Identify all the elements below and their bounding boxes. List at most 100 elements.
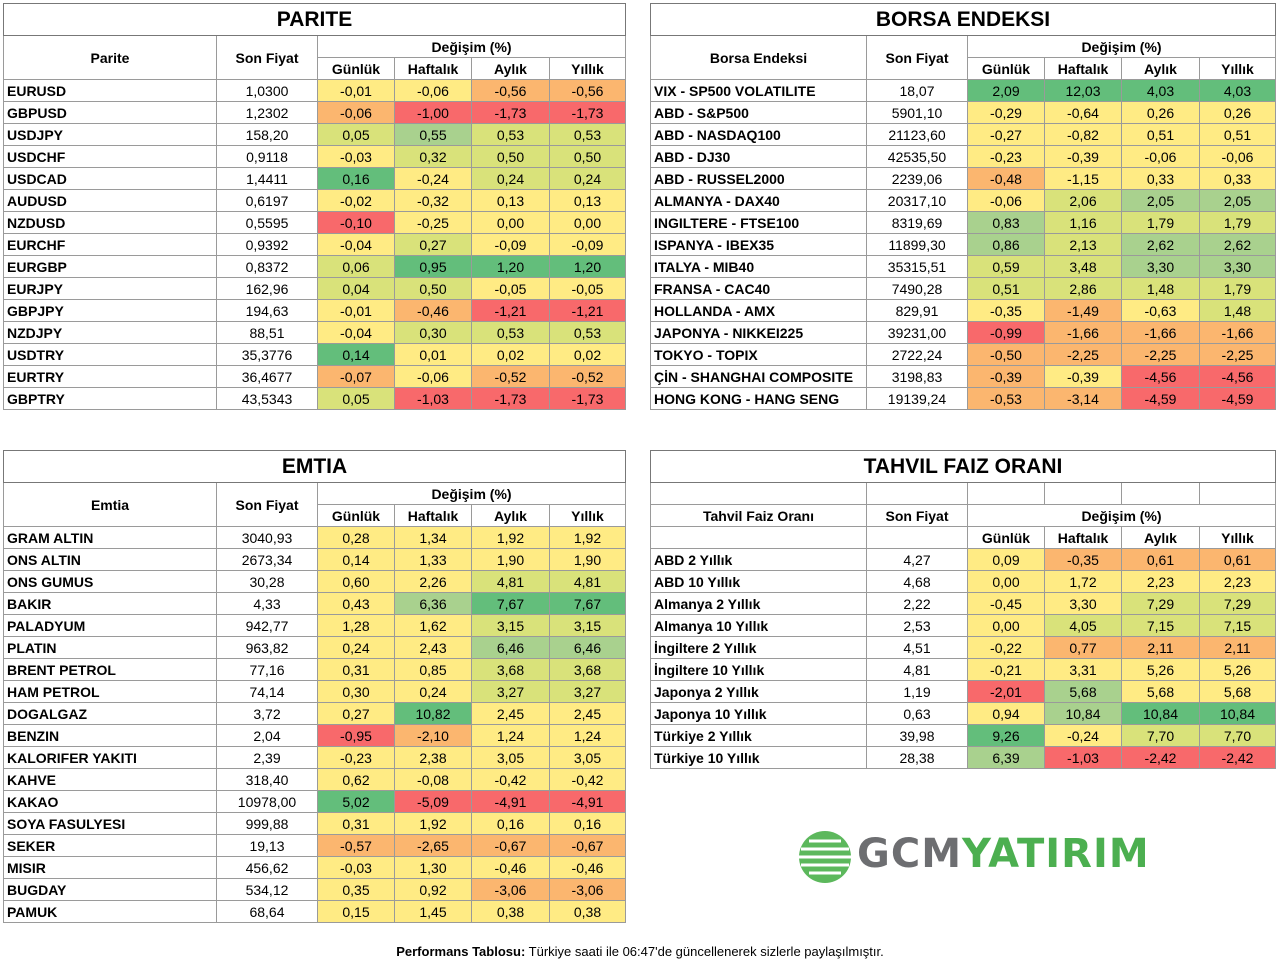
row-change-value: -0,32	[394, 189, 472, 212]
col-header-period: Haftalık	[1044, 57, 1122, 80]
row-change-value: -1,73	[549, 101, 626, 124]
row-name: VIX - SP500 VOLATILITE	[650, 79, 867, 102]
row-change-value: -0,01	[317, 299, 395, 322]
row-name: KAKAO	[3, 790, 217, 813]
row-change-value: -0,04	[317, 233, 395, 256]
row-name: INGILTERE - FTSE100	[650, 211, 867, 234]
row-price: 158,20	[216, 123, 318, 146]
row-change-value: -2,42	[1199, 746, 1276, 769]
row-change-value: -0,53	[967, 387, 1045, 410]
row-price: 2239,06	[866, 167, 968, 190]
row-price: 4,27	[866, 548, 968, 571]
row-change-value: 2,11	[1121, 636, 1200, 659]
row-name: ONS GUMUS	[3, 570, 217, 593]
row-price: 1,19	[866, 680, 968, 703]
brand-name-part1: GCM	[857, 831, 962, 877]
row-price: 4,68	[866, 570, 968, 593]
row-change-value: -0,45	[967, 592, 1045, 615]
row-change-value: 1,16	[1044, 211, 1122, 234]
row-change-value: 0,35	[317, 878, 395, 901]
row-change-value: 0,26	[1199, 101, 1276, 124]
footer-text: Türkiye saati ile 06:47'de güncellenerek…	[525, 944, 884, 959]
row-name: BENZIN	[3, 724, 217, 747]
row-name: İngiltere 10 Yıllık	[650, 658, 867, 681]
table-row: INGILTERE - FTSE100 8319,69 0,83 1,16 1,79 1,…	[650, 211, 1276, 234]
row-name: EURTRY	[3, 365, 217, 388]
row-name: ÇİN - SHANGHAI COMPOSITE	[650, 365, 867, 388]
row-change-value: -0,39	[967, 365, 1045, 388]
brand-logo: GCMYATIRIM	[795, 823, 1149, 893]
row-change-value: 0,55	[394, 123, 472, 146]
row-change-value: 1,72	[1044, 570, 1122, 593]
col-header-period: Haftalık	[394, 57, 472, 80]
tahvil-panel: TAHVIL FAIZ ORANI Tahvil Faiz Oranı Son Fi…	[650, 450, 1276, 769]
row-change-value: 0,92	[394, 878, 472, 901]
col-header-period: Aylık	[471, 57, 550, 80]
table-row: Almanya 2 Yıllık 2,22 -0,45 3,30 7,29 7,29	[650, 592, 1276, 615]
table-row: ABD 2 Yıllık 4,27 0,09 -0,35 0,61 0,61	[650, 548, 1276, 571]
blank-cell	[650, 526, 867, 549]
row-change-value: -0,56	[549, 79, 626, 102]
row-change-value: -0,01	[317, 79, 395, 102]
row-change-value: 0,51	[967, 277, 1045, 300]
row-change-value: 1,90	[471, 548, 550, 571]
table-row: HAM PETROL 74,14 0,30 0,24 3,27 3,27	[3, 680, 626, 703]
row-change-value: 7,67	[549, 592, 626, 615]
row-change-value: 0,38	[549, 900, 626, 923]
row-change-value: 3,30	[1044, 592, 1122, 615]
col-header-period: Haftalık	[394, 504, 472, 527]
table-row: USDCAD 1,4411 0,16 -0,24 0,24 0,24	[3, 167, 626, 190]
row-name: KAHVE	[3, 768, 217, 791]
row-change-value: 0,28	[317, 526, 395, 549]
row-name: Almanya 10 Yıllık	[650, 614, 867, 637]
row-change-value: 1,24	[549, 724, 626, 747]
row-change-value: 0,43	[317, 592, 395, 615]
row-name: Japonya 2 Yıllık	[650, 680, 867, 703]
row-price: 1,4411	[216, 167, 318, 190]
row-change-value: 3,31	[1044, 658, 1122, 681]
row-price: 0,9392	[216, 233, 318, 256]
table-row: KALORIFER YAKITI 2,39 -0,23 2,38 3,05 3,05	[3, 746, 626, 769]
row-price: 7490,28	[866, 277, 968, 300]
row-price: 43,5343	[216, 387, 318, 410]
table-row: ISPANYA - IBEX35 11899,30 0,86 2,13 2,62 2,62	[650, 233, 1276, 256]
row-change-value: -3,06	[471, 878, 550, 901]
row-change-value: -0,02	[317, 189, 395, 212]
table-row: Japonya 2 Yıllık 1,19 -2,01 5,68 5,68 5,68	[650, 680, 1276, 703]
row-price: 2,53	[866, 614, 968, 637]
row-change-value: 0,06	[317, 255, 395, 278]
row-change-value: 2,45	[471, 702, 550, 725]
row-change-value: 0,53	[549, 321, 626, 344]
row-price: 68,64	[216, 900, 318, 923]
row-change-value: 10,82	[394, 702, 472, 725]
row-change-value: -0,08	[394, 768, 472, 791]
section-title: PARITE	[3, 3, 626, 36]
tahvil-table: TAHVIL FAIZ ORANI Tahvil Faiz Oranı Son Fi…	[650, 450, 1276, 769]
table-row: İngiltere 10 Yıllık 4,81 -0,21 3,31 5,26 5,26	[650, 658, 1276, 681]
row-change-value: -0,09	[549, 233, 626, 256]
row-price: 10978,00	[216, 790, 318, 813]
row-change-value: 1,20	[471, 255, 550, 278]
row-change-value: 2,05	[1199, 189, 1276, 212]
row-change-value: -1,15	[1044, 167, 1122, 190]
row-change-value: -0,21	[967, 658, 1045, 681]
row-change-value: 0,24	[394, 680, 472, 703]
table-row: GBPTRY 43,5343 0,05 -1,03 -1,73 -1,73	[3, 387, 626, 410]
title-row: PARITE	[3, 3, 626, 36]
row-change-value: 1,79	[1199, 277, 1276, 300]
row-change-value: 0,33	[1199, 167, 1276, 190]
footer-note: Performans Tablosu: Türkiye saati ile 06…	[0, 944, 1280, 959]
row-change-value: -1,00	[394, 101, 472, 124]
row-name: GRAM ALTIN	[3, 526, 217, 549]
row-name: NZDUSD	[3, 211, 217, 234]
row-price: 534,12	[216, 878, 318, 901]
row-price: 19,13	[216, 834, 318, 857]
table-row: Türkiye 2 Yıllık 39,98 9,26 -0,24 7,70 7,70	[650, 724, 1276, 747]
row-change-value: 0,26	[1121, 101, 1200, 124]
table-row: USDTRY 35,3776 0,14 0,01 0,02 0,02	[3, 343, 626, 366]
row-change-value: 0,05	[317, 123, 395, 146]
row-change-value: 7,70	[1121, 724, 1200, 747]
table-row: HOLLANDA - AMX 829,91 -0,35 -1,49 -0,63 1,48	[650, 299, 1276, 322]
row-name: ALMANYA - DAX40	[650, 189, 867, 212]
col-header-period: Aylık	[1121, 57, 1200, 80]
